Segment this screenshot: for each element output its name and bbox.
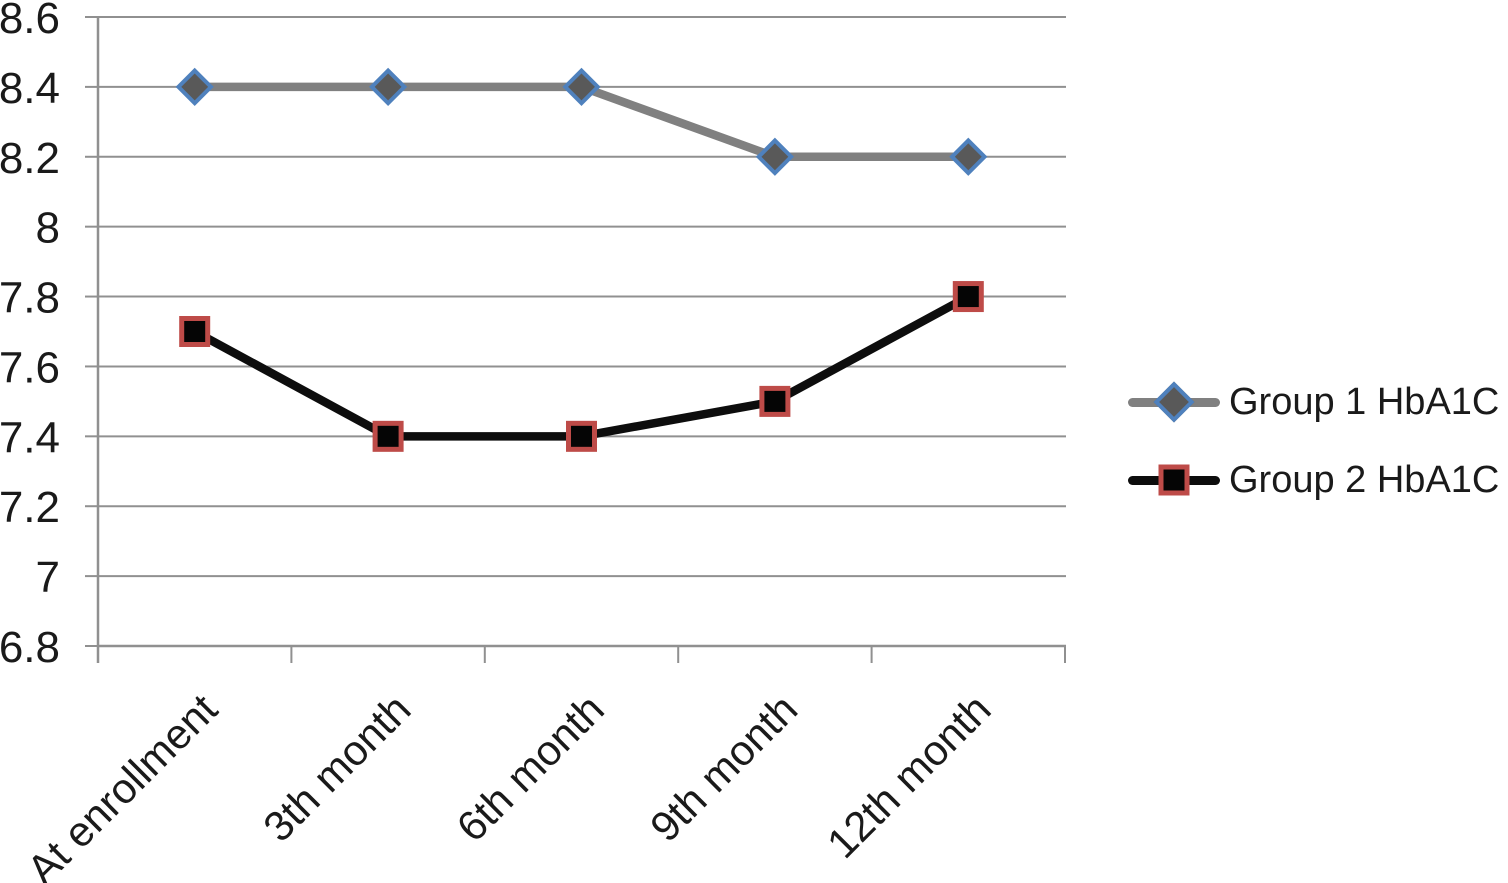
diamond-marker xyxy=(755,137,794,176)
y-axis-tick-label: 8.2 xyxy=(0,134,60,183)
legend-item-group1: Group 1 HbA1C xyxy=(1128,366,1499,438)
diamond-marker xyxy=(175,67,214,106)
y-axis-tick-label: 8.6 xyxy=(0,0,60,43)
legend: Group 1 HbA1C Group 2 HbA1C xyxy=(1128,366,1499,516)
y-axis-tick-label: 7.4 xyxy=(0,413,60,462)
square-marker xyxy=(566,420,597,452)
y-axis-tick-label: 7.2 xyxy=(0,483,60,532)
square-marker xyxy=(759,385,791,417)
diamond-marker xyxy=(562,67,601,106)
square-marker xyxy=(372,420,404,452)
group1-line-swatch xyxy=(1128,381,1220,423)
legend-item-group2: Group 2 HbA1C xyxy=(1128,444,1499,516)
x-axis-tick-label: 9th month xyxy=(641,685,806,850)
diamond-marker xyxy=(949,137,988,176)
x-axis-tick-label: 12th month xyxy=(818,685,1000,867)
y-axis-tick-label: 8.4 xyxy=(0,64,60,113)
square-marker-icon xyxy=(1158,464,1190,496)
x-axis-tick-label: At enrollment xyxy=(18,685,226,883)
y-axis-tick-label: 7 xyxy=(36,553,60,602)
legend-label-group2: Group 2 HbA1C xyxy=(1229,459,1500,501)
diamond-marker-icon xyxy=(1153,381,1195,423)
y-axis-tick-label: 7.8 xyxy=(0,274,60,323)
square-marker xyxy=(952,281,984,313)
y-axis-tick-label: 7.6 xyxy=(0,343,60,392)
diamond-marker xyxy=(369,67,408,106)
y-axis-tick-label: 8 xyxy=(36,204,60,253)
x-axis-tick-label: 3th month xyxy=(254,685,419,850)
x-axis-tick-label: 6th month xyxy=(448,685,613,850)
y-axis-tick-label: 6.8 xyxy=(0,623,60,672)
legend-label-group1: Group 1 HbA1C xyxy=(1229,381,1500,423)
group2-line-swatch xyxy=(1128,464,1220,496)
square-marker xyxy=(179,316,211,347)
